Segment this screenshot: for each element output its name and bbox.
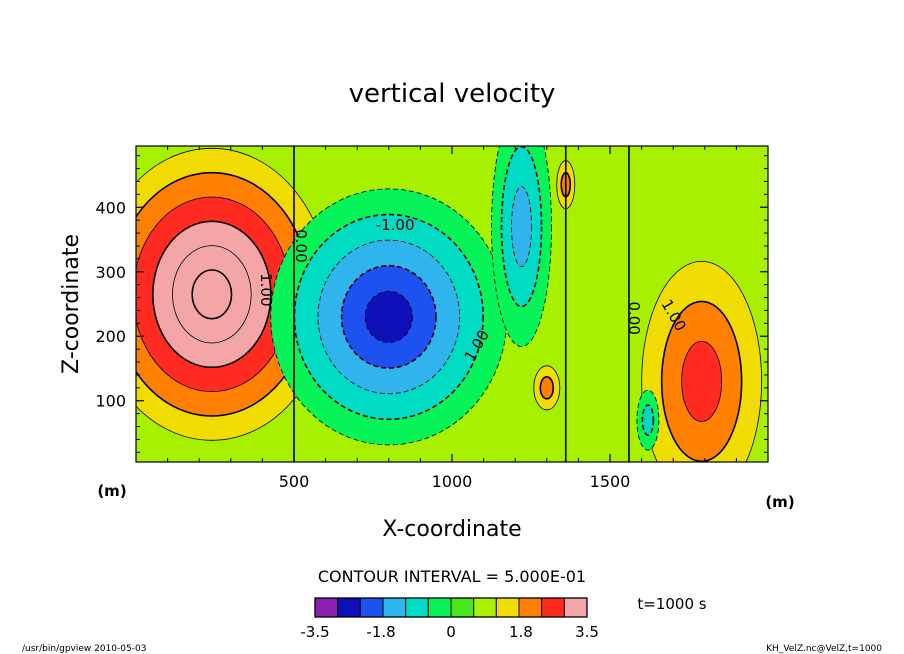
contour-label: -1.00 — [376, 216, 415, 234]
colorbar-swatch — [563, 597, 588, 618]
x-axis: 500 1000 1500 — [167, 146, 737, 491]
contour-band — [539, 376, 555, 400]
y-tick-label: 300 — [95, 263, 126, 282]
colorbar: -3.5 -1.8 0 1.8 3.5 — [300, 597, 599, 641]
colorbar-tick-label: 1.8 — [509, 623, 533, 641]
contour-fill — [136, 146, 768, 462]
contour-band — [681, 340, 723, 422]
x-unit-left: (m) — [97, 482, 126, 500]
y-tick-label: 100 — [95, 392, 126, 411]
contour-label: 1.00 — [257, 273, 275, 306]
colorbar-swatch — [450, 597, 475, 618]
time-label: t=1000 s — [637, 595, 706, 613]
colorbar-tick-label: 3.5 — [575, 623, 599, 641]
y-tick-label: 200 — [95, 327, 126, 346]
colorbar-tick-label: -1.8 — [366, 623, 395, 641]
colorbar-tick-label: -3.5 — [300, 623, 329, 641]
y-tick-label: 400 — [95, 198, 126, 217]
colorbar-tick-label: 0 — [446, 623, 456, 641]
plot-area: 1.000.00-1.001.000.00 1.00 500 1000 1500 10… — [95, 145, 769, 491]
contour-band — [641, 404, 655, 436]
contour-band — [511, 186, 532, 268]
contour-label: 0.00 — [625, 301, 643, 334]
footer-left: /usr/bin/gpview 2010-05-03 — [22, 644, 146, 654]
colorbar-swatch — [473, 597, 497, 618]
colorbar-swatch — [314, 597, 339, 618]
contour-band — [191, 269, 233, 320]
colorbar-swatch — [495, 597, 520, 618]
x-tick-label: 1000 — [432, 472, 473, 491]
x-tick-label: 1500 — [590, 472, 631, 491]
colorbar-swatch — [427, 597, 452, 618]
colorbar-swatch — [518, 597, 543, 618]
y-axis: 100 200 300 400 — [95, 155, 768, 453]
colorbar-swatch — [337, 597, 361, 618]
colorbar-swatch — [541, 597, 565, 618]
colorbar-swatch — [382, 597, 407, 618]
x-unit-right: (m) — [765, 493, 794, 511]
y-axis-label: Z-coordinate — [59, 234, 84, 374]
x-tick-label: 500 — [279, 472, 310, 491]
contour-label: 0.00 — [292, 229, 310, 262]
contour-interval: CONTOUR INTERVAL = 5.000E-01 — [318, 567, 586, 586]
colorbar-swatch — [359, 597, 384, 618]
footer-right: KH_VelZ.nc@VelZ,t=1000 — [766, 644, 882, 654]
contour-labels: 1.000.00-1.001.000.00 1.00 — [257, 216, 690, 365]
colorbar-swatch — [405, 597, 429, 618]
contour-band — [364, 290, 413, 343]
x-axis-label: X-coordinate — [382, 517, 521, 542]
chart-title: vertical velocity — [349, 79, 556, 109]
colorbar-frame — [314, 597, 588, 618]
